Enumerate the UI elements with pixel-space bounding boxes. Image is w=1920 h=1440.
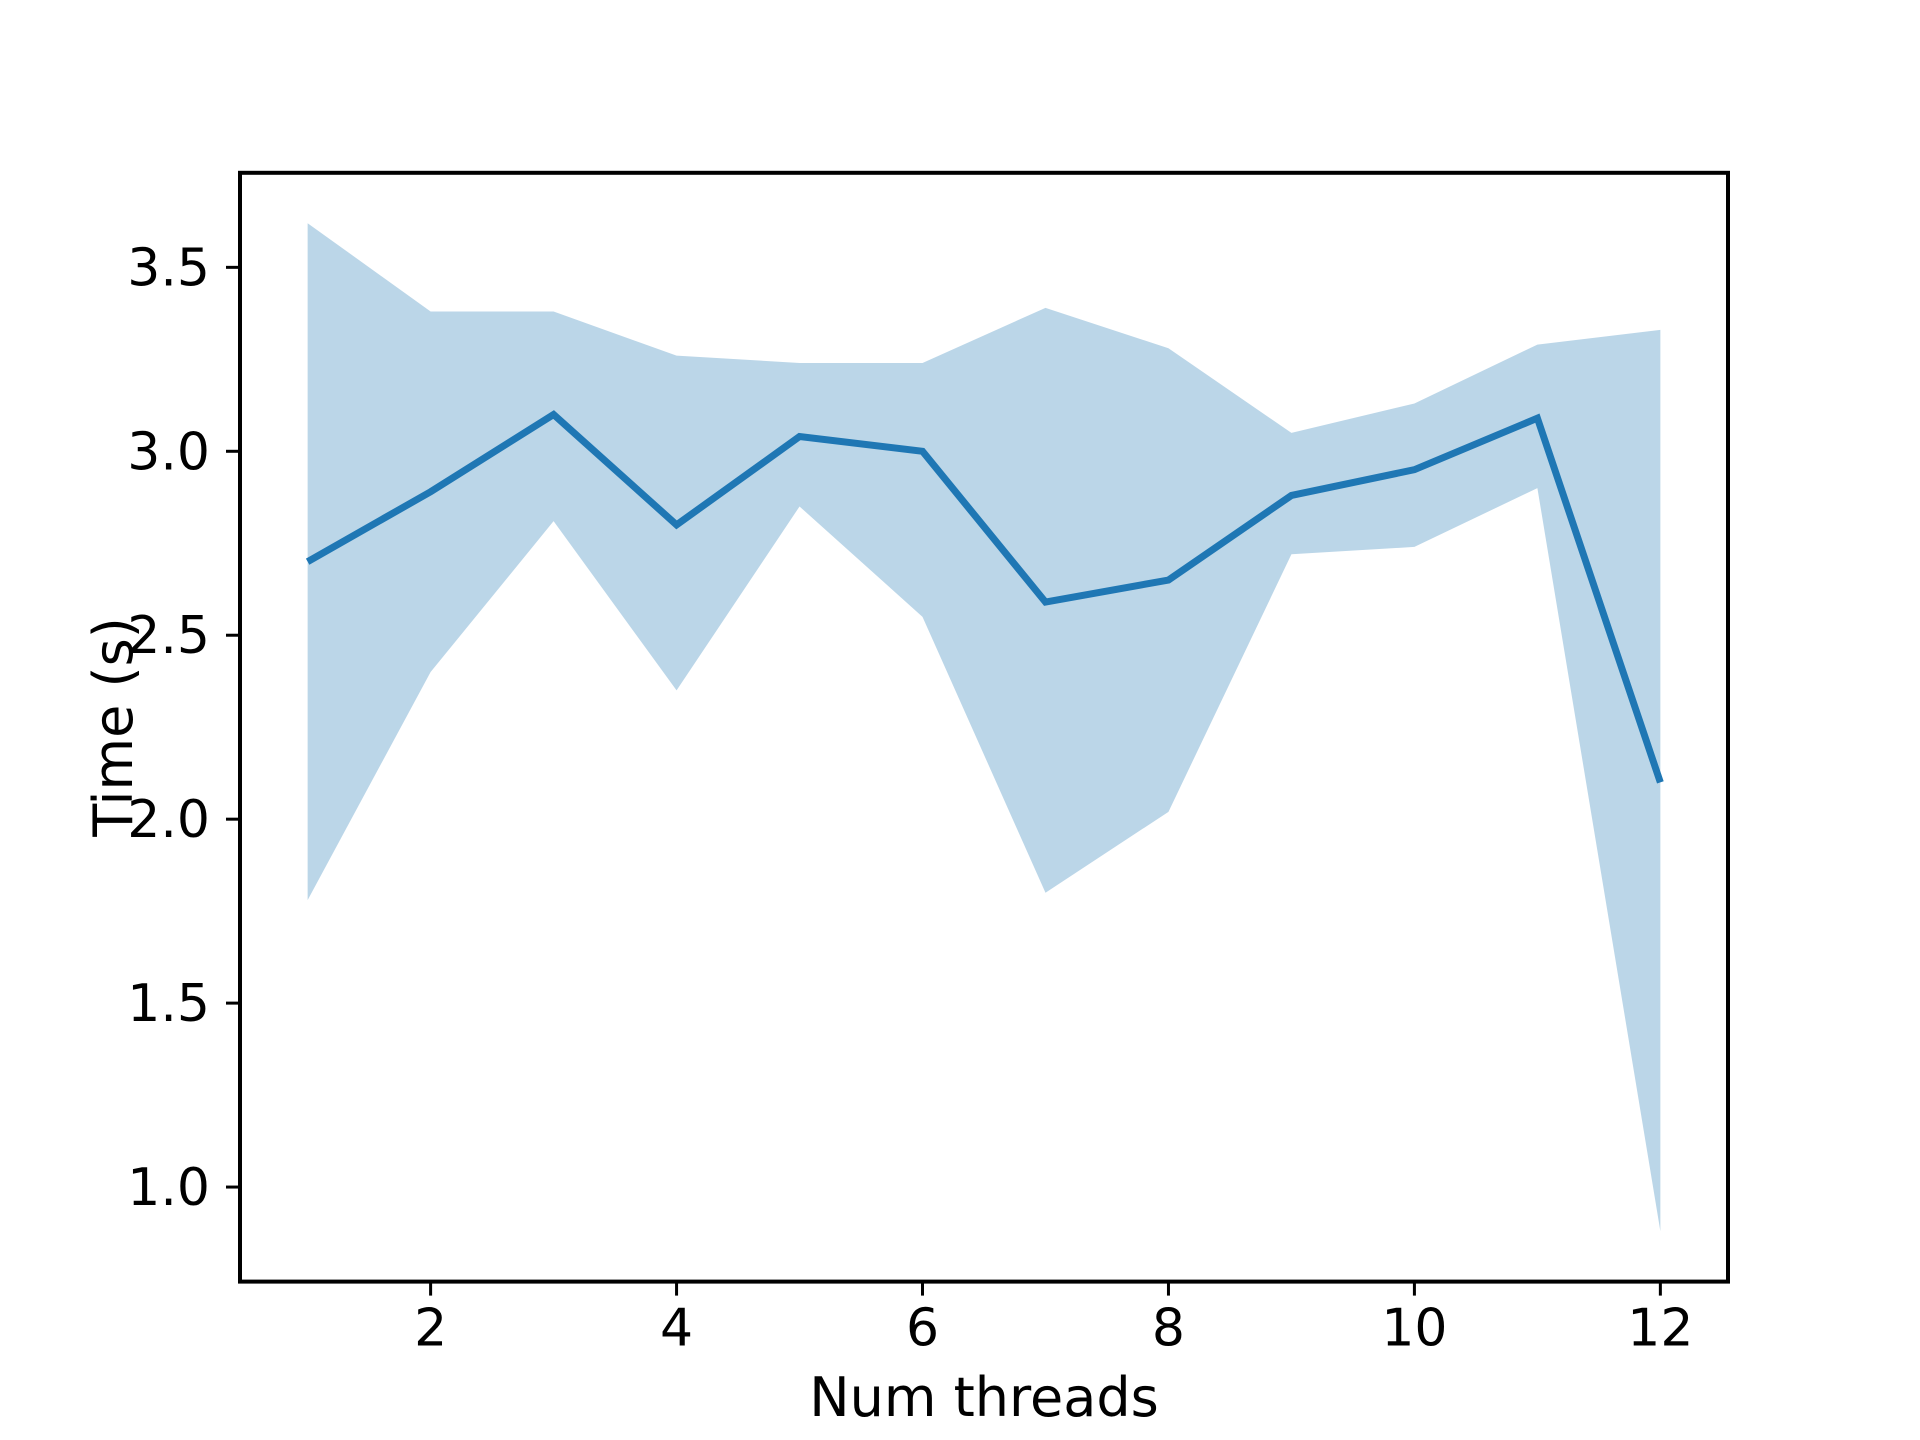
x-tick-label: 12 bbox=[1627, 1299, 1693, 1359]
x-tick-label: 8 bbox=[1152, 1299, 1185, 1359]
x-tick-label: 4 bbox=[660, 1299, 693, 1359]
y-tick-label: 1.0 bbox=[127, 1158, 210, 1218]
y-tick-label: 2.0 bbox=[127, 790, 210, 850]
y-tick-label: 3.5 bbox=[127, 238, 210, 298]
x-tick-label: 6 bbox=[906, 1299, 939, 1359]
y-tick-label: 1.5 bbox=[127, 974, 210, 1034]
y-axis-title: Time (s) bbox=[82, 617, 145, 838]
x-axis-title: Num threads bbox=[809, 1366, 1159, 1429]
y-tick-label: 2.5 bbox=[127, 606, 210, 666]
x-axis-ticks: 2 4 6 8 10 12 bbox=[414, 1281, 1693, 1359]
axes-spines bbox=[238, 170, 1730, 1284]
band-polygon bbox=[307, 223, 1661, 1232]
x-tick-label: 10 bbox=[1381, 1299, 1447, 1359]
plot-border bbox=[238, 170, 1730, 1284]
x-tick-label: 2 bbox=[414, 1299, 447, 1359]
y-tick-label: 3.0 bbox=[127, 422, 210, 482]
mean-line bbox=[305, 410, 1664, 784]
y-axis-ticks: 1.0 1.5 2.0 2.5 3.0 3.5 bbox=[127, 238, 240, 1218]
mean-line-path bbox=[305, 410, 1664, 784]
confidence-band bbox=[307, 223, 1661, 1232]
